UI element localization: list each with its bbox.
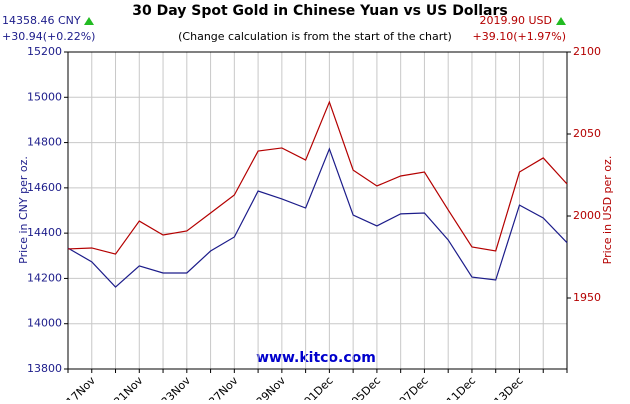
x-tick-label: 01Dec	[301, 374, 335, 400]
x-tick-label: 23Nov	[159, 374, 194, 400]
y-axis-label: Price in CNY per oz.	[17, 156, 30, 264]
series-line	[67, 100, 568, 255]
y-tick-label: 14600	[27, 181, 62, 194]
x-tick-label: 07Dec	[397, 374, 431, 400]
x-tick-label: 17Nov	[64, 374, 99, 400]
x-tick-label: 21Nov	[111, 374, 146, 400]
y2-axis-label: Price in USD per oz.	[601, 156, 614, 265]
x-tick-label: 29Nov	[254, 374, 289, 400]
y-tick-label: 15000	[27, 90, 62, 103]
usd-price: 2019.90 USD	[480, 14, 553, 27]
x-tick-label: 27Nov	[206, 374, 241, 400]
y2-tick-label: 2000	[573, 209, 601, 222]
cny-change: +30.94(+0.22%)	[2, 30, 95, 43]
up-arrow	[556, 17, 566, 25]
y-tick-label: 13800	[27, 362, 62, 375]
y-tick-label: 15200	[27, 45, 62, 58]
series-line	[67, 147, 568, 288]
up-arrow	[84, 17, 94, 25]
y-tick-label: 14400	[27, 226, 62, 239]
cny-price: 14358.46 CNY	[2, 14, 81, 27]
x-tick-label: 13Dec	[492, 374, 526, 400]
chart-subtitle: (Change calculation is from the start of…	[178, 30, 452, 43]
y-tick-label: 14800	[27, 136, 62, 149]
y-tick-label: 14200	[27, 271, 62, 284]
plot-frame	[67, 51, 568, 370]
x-tick-label: 05Dec	[349, 374, 383, 400]
chart-title: 30 Day Spot Gold in Chinese Yuan vs US D…	[132, 3, 507, 19]
y2-tick-label: 1950	[573, 291, 601, 304]
watermark: www.kitco.com	[256, 350, 376, 366]
usd-change: +39.10(+1.97%)	[473, 30, 566, 43]
y-tick-label: 14000	[27, 317, 62, 330]
x-tick-label: 11Dec	[444, 374, 478, 400]
y2-tick-label: 2050	[573, 127, 601, 140]
y2-tick-label: 2100	[573, 45, 601, 58]
